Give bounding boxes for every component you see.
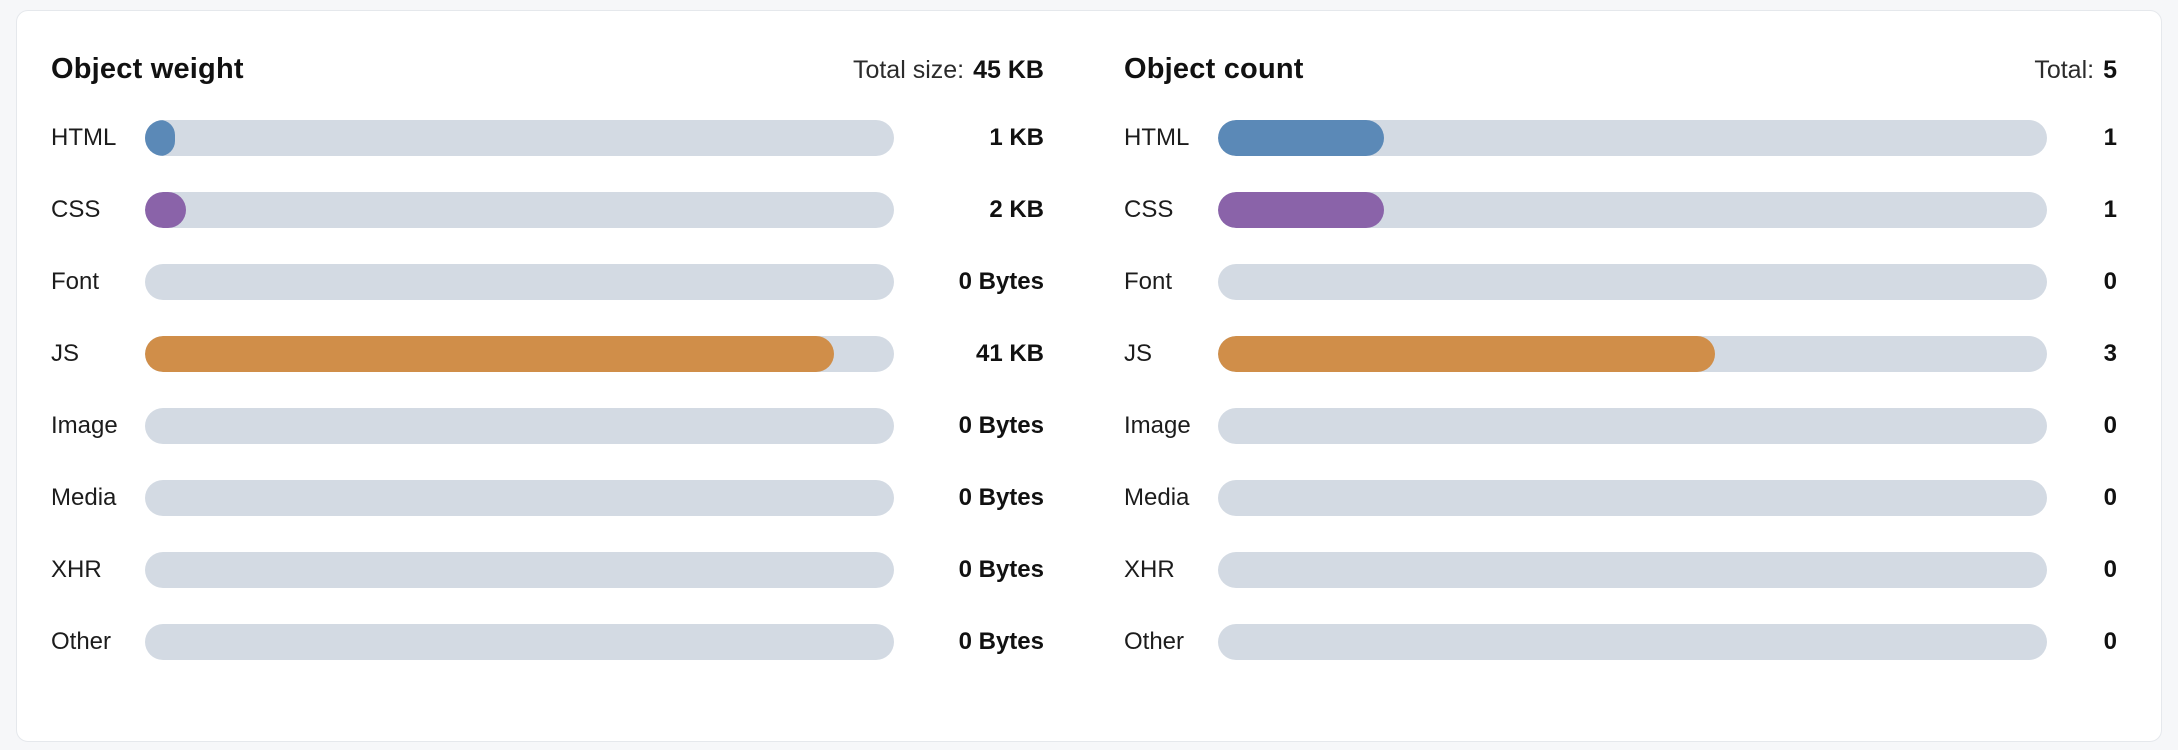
bar-track bbox=[1218, 120, 2047, 156]
chart-row: JS 41 KB bbox=[51, 336, 1044, 372]
row-label: Image bbox=[51, 412, 118, 439]
chart-total: Total: 5 bbox=[2034, 56, 2117, 85]
chart-row: Other 0 bbox=[1124, 624, 2117, 660]
row-label: Other bbox=[51, 628, 112, 655]
bar-track bbox=[1218, 192, 2047, 228]
chart-row: Media 0 bbox=[1124, 480, 2117, 516]
chart-row: XHR 0 Bytes bbox=[51, 552, 1044, 588]
row-value: 0 Bytes bbox=[958, 412, 1044, 439]
object-summary-card: Object weight Total size: 45 KB HTML 1 K… bbox=[16, 10, 2162, 742]
chart-total: Total size: 45 KB bbox=[853, 56, 1044, 85]
bar-track bbox=[145, 408, 894, 444]
bar-track bbox=[145, 120, 894, 156]
row-label: JS bbox=[51, 340, 80, 367]
row-label: Font bbox=[1124, 268, 1173, 295]
row-value: 0 bbox=[2103, 628, 2117, 655]
row-value: 0 Bytes bbox=[958, 268, 1044, 295]
row-value: 41 KB bbox=[975, 340, 1044, 367]
object-weight-panel: Object weight Total size: 45 KB HTML 1 K… bbox=[51, 53, 1044, 691]
bar-track bbox=[145, 480, 894, 516]
row-label: XHR bbox=[51, 556, 102, 583]
row-label: CSS bbox=[51, 196, 101, 223]
row-value: 0 bbox=[2103, 268, 2117, 295]
bar-track bbox=[145, 552, 894, 588]
total-label: Total: bbox=[2034, 56, 2095, 84]
chart-row: JS 3 bbox=[1124, 336, 2117, 372]
chart-title: Object count bbox=[1124, 53, 1304, 85]
row-label: Other bbox=[1124, 628, 1185, 655]
bar-track bbox=[1218, 552, 2047, 588]
row-value: 2 KB bbox=[989, 196, 1044, 223]
chart-row: CSS 1 bbox=[1124, 192, 2117, 228]
row-label: HTML bbox=[1124, 124, 1190, 151]
chart-row: CSS 2 KB bbox=[51, 192, 1044, 228]
bar-fill bbox=[1218, 336, 1716, 372]
chart-row: Image 0 Bytes bbox=[51, 408, 1044, 444]
chart-title: Object weight bbox=[51, 53, 244, 85]
bar-track bbox=[145, 264, 894, 300]
total-value: 45 KB bbox=[973, 56, 1044, 84]
total-value: 5 bbox=[2103, 56, 2117, 84]
bar-track bbox=[1218, 264, 2047, 300]
bar-track bbox=[145, 336, 894, 372]
row-label: Media bbox=[51, 484, 117, 511]
chart-row: HTML 1 KB bbox=[51, 120, 1044, 156]
row-value: 0 Bytes bbox=[958, 556, 1044, 583]
row-value: 0 bbox=[2103, 484, 2117, 511]
bar-fill bbox=[1218, 192, 1384, 228]
row-label: JS bbox=[1124, 340, 1153, 367]
bar-rows: HTML 1 KB CSS 2 KB Font 0 Bytes JS 41 KB… bbox=[51, 120, 1044, 660]
bar-fill bbox=[145, 120, 175, 156]
chart-header: Object count Total: 5 bbox=[1124, 53, 2117, 86]
bar-track bbox=[1218, 408, 2047, 444]
row-label: CSS bbox=[1124, 196, 1174, 223]
row-value: 0 bbox=[2103, 556, 2117, 583]
object-count-panel: Object count Total: 5 HTML 1 CSS 1 Font … bbox=[1124, 53, 2117, 691]
row-label: Image bbox=[1124, 412, 1191, 439]
row-value: 1 KB bbox=[989, 124, 1044, 151]
bar-rows: HTML 1 CSS 1 Font 0 JS 3 Image 0 Media bbox=[1124, 120, 2117, 660]
bar-fill bbox=[1218, 120, 1384, 156]
chart-row: Font 0 bbox=[1124, 264, 2117, 300]
bar-fill bbox=[145, 336, 835, 372]
row-value: 0 bbox=[2103, 412, 2117, 439]
row-label: Media bbox=[1124, 484, 1190, 511]
row-label: Font bbox=[51, 268, 100, 295]
chart-row: Media 0 Bytes bbox=[51, 480, 1044, 516]
bar-track bbox=[1218, 336, 2047, 372]
row-label: HTML bbox=[51, 124, 117, 151]
chart-header: Object weight Total size: 45 KB bbox=[51, 53, 1044, 86]
total-label: Total size: bbox=[852, 56, 965, 84]
bar-track bbox=[1218, 624, 2047, 660]
row-value: 0 Bytes bbox=[958, 628, 1044, 655]
row-value: 1 bbox=[2103, 124, 2117, 151]
bar-track bbox=[145, 192, 894, 228]
bar-fill bbox=[145, 192, 187, 228]
row-value: 3 bbox=[2103, 340, 2117, 367]
chart-row: XHR 0 bbox=[1124, 552, 2117, 588]
row-value: 1 bbox=[2103, 196, 2117, 223]
bar-track bbox=[145, 624, 894, 660]
row-value: 0 Bytes bbox=[958, 484, 1044, 511]
bar-track bbox=[1218, 480, 2047, 516]
chart-row: HTML 1 bbox=[1124, 120, 2117, 156]
chart-row: Other 0 Bytes bbox=[51, 624, 1044, 660]
chart-row: Image 0 bbox=[1124, 408, 2117, 444]
row-label: XHR bbox=[1124, 556, 1175, 583]
chart-row: Font 0 Bytes bbox=[51, 264, 1044, 300]
